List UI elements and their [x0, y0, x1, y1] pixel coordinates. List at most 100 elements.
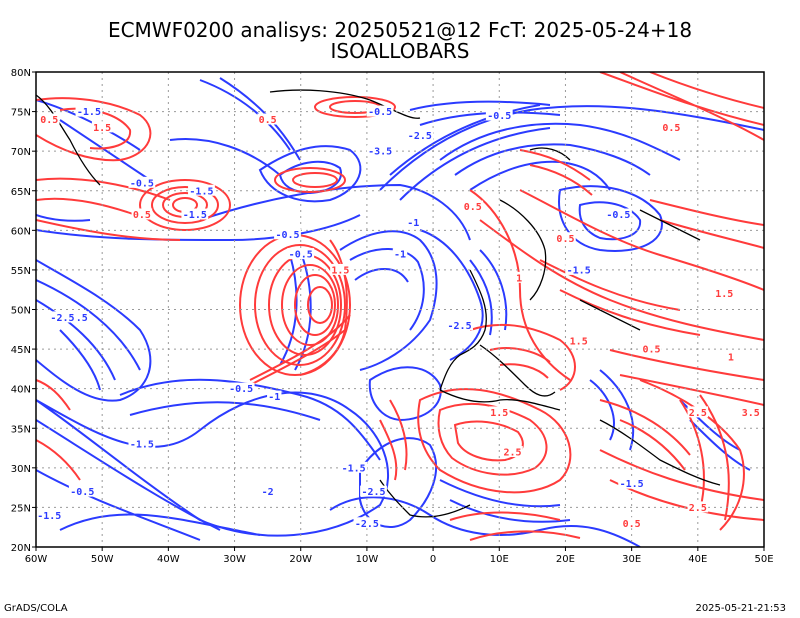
- svg-text:0.5: 0.5: [623, 519, 641, 530]
- svg-text:1.5: 1.5: [570, 337, 588, 348]
- latitude-tick-label: 60N: [11, 226, 31, 237]
- longitude-tick-label: 20W: [289, 554, 312, 565]
- svg-text:-2.5: -2.5: [361, 487, 385, 498]
- svg-text:-2.5: -2.5: [448, 321, 472, 332]
- contour-value-label: -1.5: [188, 184, 215, 197]
- contour-value-label: 2.5: [687, 501, 709, 514]
- negative-isoallobars: [36, 77, 764, 547]
- latitude-tick-label: 30N: [11, 464, 31, 475]
- svg-text:-0.5: -0.5: [487, 111, 511, 122]
- latitude-tick-label: 80N: [11, 68, 31, 79]
- svg-text:-1.5: -1.5: [189, 186, 213, 197]
- longitude-tick-label: 30E: [622, 554, 641, 565]
- contour-value-label: -1.5: [181, 208, 209, 221]
- svg-text:0.5: 0.5: [642, 345, 660, 356]
- contour-value-label: 0.5: [621, 517, 642, 530]
- contour-value-label: -1.5: [75, 105, 103, 118]
- svg-text:-2.5: -2.5: [50, 313, 74, 324]
- contour-value-label: 1.5: [713, 287, 735, 300]
- svg-text:1: 1: [516, 273, 522, 284]
- contour-value-label: -1.5: [36, 509, 63, 522]
- contour-value-label: 0.5: [661, 121, 682, 134]
- svg-text:-2.5: -2.5: [355, 519, 379, 530]
- svg-text:-1: -1: [407, 218, 419, 229]
- contour-value-label: 1.5: [568, 335, 589, 348]
- latitude-tick-label: 25N: [11, 503, 31, 514]
- contour-value-label: 0.5: [462, 200, 484, 213]
- latitude-tick-label: 75N: [11, 108, 31, 119]
- contour-value-label: -3.5: [366, 145, 394, 158]
- contour-value-label: 3.5: [740, 406, 762, 419]
- longitude-tick-label: 50E: [754, 554, 773, 565]
- svg-text:-1.5: -1.5: [130, 440, 154, 451]
- contour-value-label: 1: [515, 271, 524, 284]
- svg-text:-1.5: -1.5: [77, 107, 101, 118]
- svg-text:2.5: 2.5: [503, 448, 521, 459]
- svg-text:-0.5: -0.5: [275, 230, 299, 241]
- latitude-tick-label: 40N: [11, 385, 31, 396]
- svg-text:-1.5: -1.5: [342, 463, 366, 474]
- contour-value-label: -0.5: [287, 248, 315, 261]
- latitude-tick-label: 70N: [11, 147, 31, 158]
- contour-value-label: 1: [726, 351, 736, 364]
- svg-text:1.5: 1.5: [490, 408, 508, 419]
- svg-text:-0.5: -0.5: [368, 107, 392, 118]
- svg-text:0.5: 0.5: [556, 234, 574, 245]
- contour-value-label: -1.5: [565, 263, 593, 276]
- svg-text:1.5: 1.5: [331, 265, 349, 276]
- svg-text:2.5: 2.5: [689, 408, 707, 419]
- contour-value-label: -0.5: [227, 382, 255, 395]
- latitude-tick-label: 35N: [11, 424, 31, 435]
- latitude-axis: 80N 75N 70N 65N 60N 55N 50N 45N 40N 35N 30N 25N 20N: [11, 68, 36, 554]
- contour-value-label: -0.5: [68, 485, 96, 498]
- longitude-tick-label: 40E: [688, 554, 707, 565]
- contour-value-label: -2: [260, 485, 275, 498]
- svg-text:-2.5: -2.5: [408, 131, 432, 142]
- svg-text:-3.5: -3.5: [368, 147, 392, 158]
- contour-value-label: 0.5: [555, 232, 576, 245]
- contour-value-label: -1.5: [340, 461, 368, 474]
- contour-value-label: -2.5: [49, 311, 76, 324]
- longitude-tick-label: 20E: [556, 554, 575, 565]
- contour-layer: [36, 72, 764, 547]
- longitude-tick-label: 0: [430, 554, 436, 565]
- positive-isoallobars: [36, 72, 764, 541]
- coastlines: [36, 89, 721, 518]
- longitude-tick-label: 10E: [490, 554, 509, 565]
- contour-value-label: -1.5: [128, 438, 156, 451]
- svg-text:-0.5: -0.5: [606, 210, 630, 221]
- svg-text:2.5: 2.5: [689, 503, 707, 514]
- contour-value-label: -2.5: [406, 129, 434, 142]
- contour-value-label: -2.5: [353, 517, 381, 530]
- svg-text:-1.5: -1.5: [567, 265, 591, 276]
- longitude-axis: 60W 50W 40W 30W 20W 10W 0 10E 20E 30E 40E 50E: [25, 547, 774, 565]
- contour-value-label: 1.5: [330, 263, 351, 276]
- contour-value-label: -0.5: [274, 228, 301, 241]
- longitude-tick-label: 50W: [91, 554, 114, 565]
- contour-value-label: -1.5: [618, 477, 646, 490]
- svg-text:-0.5: -0.5: [130, 178, 154, 189]
- contour-value-label: 0.5: [38, 113, 60, 126]
- svg-text:-0.5: -0.5: [70, 487, 94, 498]
- latitude-tick-label: 65N: [11, 187, 31, 198]
- contour-value-label: -2.5: [360, 485, 387, 498]
- latitude-tick-label: 20N: [11, 543, 31, 554]
- svg-text:-1.5: -1.5: [183, 210, 207, 221]
- contour-value-label: -0.5: [485, 109, 513, 122]
- svg-text:0.5: 0.5: [662, 123, 680, 134]
- contour-value-label: 0.5: [257, 113, 278, 126]
- svg-text:0.5: 0.5: [40, 115, 58, 126]
- svg-text:1.5: 1.5: [93, 123, 111, 134]
- contour-value-label: 2.5: [502, 446, 523, 459]
- contour-value-label: 0.5: [131, 208, 153, 221]
- latitude-tick-label: 50N: [11, 306, 31, 317]
- svg-text:-1: -1: [394, 250, 406, 261]
- footer-timestamp: 2025-05-21-21:53: [695, 603, 786, 614]
- contour-value-label: 0.5: [641, 343, 662, 356]
- contour-value-label: 1.5: [91, 121, 113, 134]
- svg-text:-1.5: -1.5: [620, 479, 644, 490]
- graticule: [36, 72, 764, 547]
- svg-text:0.5: 0.5: [464, 202, 482, 213]
- svg-text:0.5: 0.5: [259, 115, 277, 126]
